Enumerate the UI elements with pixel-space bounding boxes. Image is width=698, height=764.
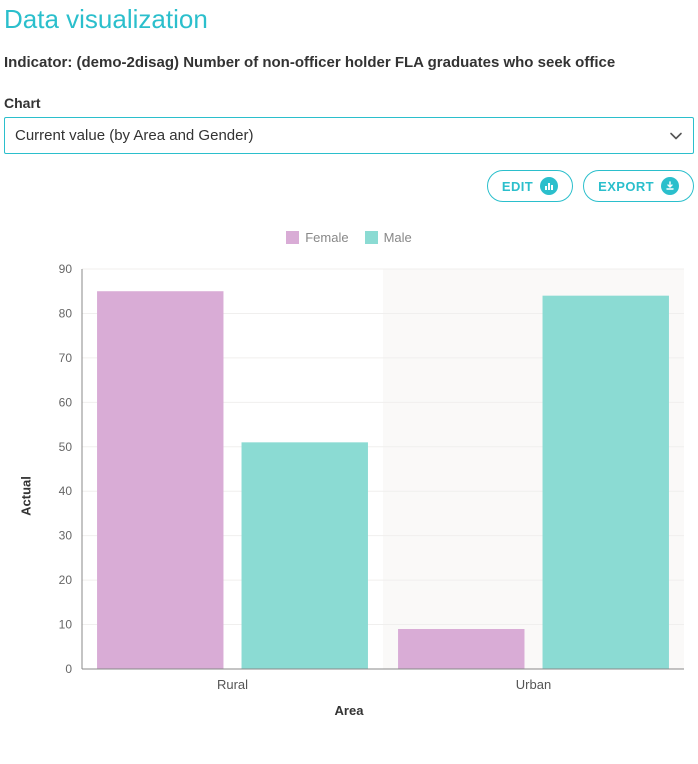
legend-swatch — [365, 231, 378, 244]
svg-text:Urban: Urban — [516, 677, 551, 692]
bar — [543, 296, 669, 669]
chart-type-select[interactable]: Current value (by Area and Gender) — [4, 117, 694, 154]
download-icon — [661, 177, 679, 195]
bar-chart-icon — [540, 177, 558, 195]
svg-text:90: 90 — [59, 262, 73, 276]
svg-text:60: 60 — [59, 396, 73, 410]
svg-text:40: 40 — [59, 484, 73, 498]
indicator-text: (demo-2disag) Number of non-officer hold… — [77, 54, 616, 71]
svg-text:30: 30 — [59, 529, 73, 543]
svg-text:Rural: Rural — [217, 677, 248, 692]
bar — [97, 291, 223, 669]
chart-select-label: Chart — [4, 95, 694, 111]
x-axis-title: Area — [4, 703, 694, 718]
svg-text:20: 20 — [59, 573, 73, 587]
chart-container: Actual 0 10 20 30 40 50 60 70 80 90 Rural Urban Are… — [4, 261, 694, 731]
svg-text:0: 0 — [65, 662, 72, 676]
bar-chart: 0 10 20 30 40 50 60 70 80 90 Rural Urban — [4, 261, 694, 701]
chart-select-value: Current value (by Area and Gender) — [15, 127, 253, 144]
edit-button-label: EDIT — [502, 179, 533, 194]
export-button-label: EXPORT — [598, 179, 654, 194]
indicator-line: Indicator: (demo-2disag) Number of non-o… — [4, 53, 694, 73]
y-axis-title: Actual — [18, 476, 33, 516]
page-title: Data visualization — [4, 4, 694, 35]
indicator-prefix: Indicator: — [4, 54, 77, 71]
bar — [242, 443, 368, 670]
bar — [398, 629, 524, 669]
legend-item: Female — [286, 230, 348, 245]
action-button-row: EDIT EXPORT — [4, 170, 694, 202]
export-button[interactable]: EXPORT — [583, 170, 694, 202]
svg-text:10: 10 — [59, 618, 73, 632]
svg-text:80: 80 — [59, 307, 73, 321]
chart-legend: Female Male — [4, 230, 694, 245]
legend-swatch — [286, 231, 299, 244]
legend-label: Male — [384, 230, 412, 245]
svg-text:50: 50 — [59, 440, 73, 454]
legend-label: Female — [305, 230, 348, 245]
legend-item: Male — [365, 230, 412, 245]
svg-text:70: 70 — [59, 351, 73, 365]
edit-button[interactable]: EDIT — [487, 170, 573, 202]
